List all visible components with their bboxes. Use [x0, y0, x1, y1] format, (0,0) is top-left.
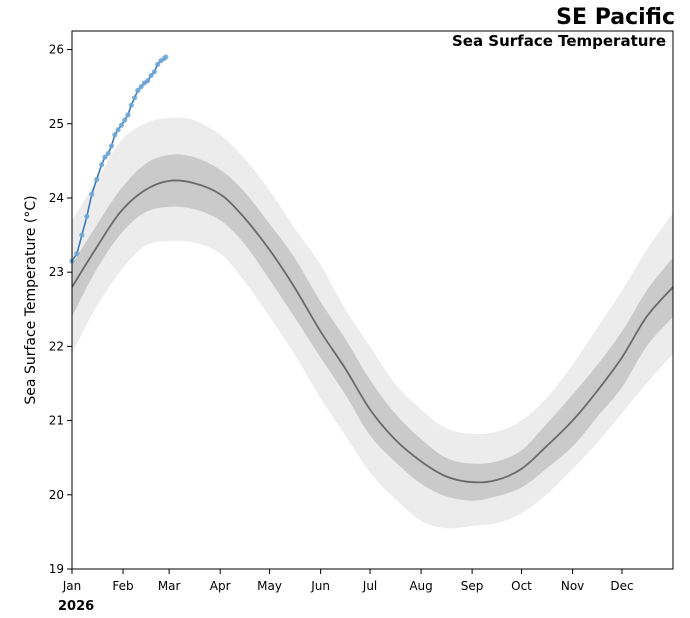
- observed-series: [69, 54, 169, 264]
- observed-point: [108, 143, 115, 149]
- x-tick-label: May: [257, 579, 282, 593]
- observed-point: [74, 251, 80, 257]
- climatology-mean: [71, 179, 674, 484]
- y-tick-label: 21: [49, 414, 64, 428]
- observed-point: [122, 117, 128, 123]
- observed-point: [84, 213, 90, 220]
- climatology-bands: [72, 117, 673, 529]
- observed-point: [135, 87, 141, 93]
- observed-point: [112, 132, 118, 138]
- x-tick-label: Jun: [310, 579, 330, 593]
- chart-title: SE Pacific: [556, 5, 675, 30]
- observed-point: [131, 95, 138, 101]
- year-label: 2026: [58, 599, 94, 614]
- observed-point: [118, 122, 124, 128]
- x-tick-label: Sep: [461, 579, 484, 593]
- y-tick-label: 20: [49, 488, 64, 502]
- x-tick-label: Aug: [409, 579, 432, 593]
- x-tick-label: Jul: [362, 579, 377, 593]
- x-tick-label: Feb: [112, 579, 133, 593]
- y-tick-label: 19: [49, 562, 64, 576]
- y-tick-label: 22: [49, 339, 64, 353]
- observed-point: [105, 150, 111, 157]
- observed-point: [148, 72, 154, 79]
- x-tick-label: Mar: [158, 579, 181, 593]
- observed-point: [125, 112, 131, 118]
- chart-subtitle: Sea Surface Temperature: [452, 32, 666, 50]
- observed-point: [163, 54, 169, 60]
- observed-point: [151, 69, 157, 75]
- observed-point: [115, 127, 121, 133]
- y-axis-ticks: 19 20 21 22 23 24 25 26: [49, 43, 72, 576]
- observed-point: [89, 191, 95, 197]
- x-tick-label: Jan: [62, 579, 82, 593]
- y-tick-label: 24: [49, 191, 64, 205]
- y-tick-label: 26: [49, 43, 64, 57]
- observed-point: [138, 84, 144, 90]
- observed-point: [102, 154, 108, 160]
- plot-area-frame: [71, 30, 674, 570]
- y-tick-label: 25: [49, 117, 64, 131]
- observed-point: [79, 232, 85, 238]
- x-tick-label: Oct: [511, 579, 532, 593]
- observed-point: [155, 61, 161, 67]
- x-tick-label: Nov: [561, 579, 584, 593]
- observed-point: [99, 161, 105, 168]
- x-tick-label: Apr: [210, 579, 231, 593]
- observed-point: [145, 78, 151, 84]
- observed-point: [94, 176, 100, 183]
- inner-range-band: [72, 154, 673, 501]
- x-axis-ticks: Jan Feb Mar Apr May Jun Jul Aug Sep Oct Nov Dec: [62, 569, 634, 593]
- x-tick-label: Dec: [610, 579, 633, 593]
- observed-point: [128, 102, 134, 108]
- climatology-mean-line: [71, 179, 674, 484]
- y-tick-label: 23: [49, 265, 64, 279]
- y-axis-label: Sea Surface Temperature (°C): [23, 195, 39, 404]
